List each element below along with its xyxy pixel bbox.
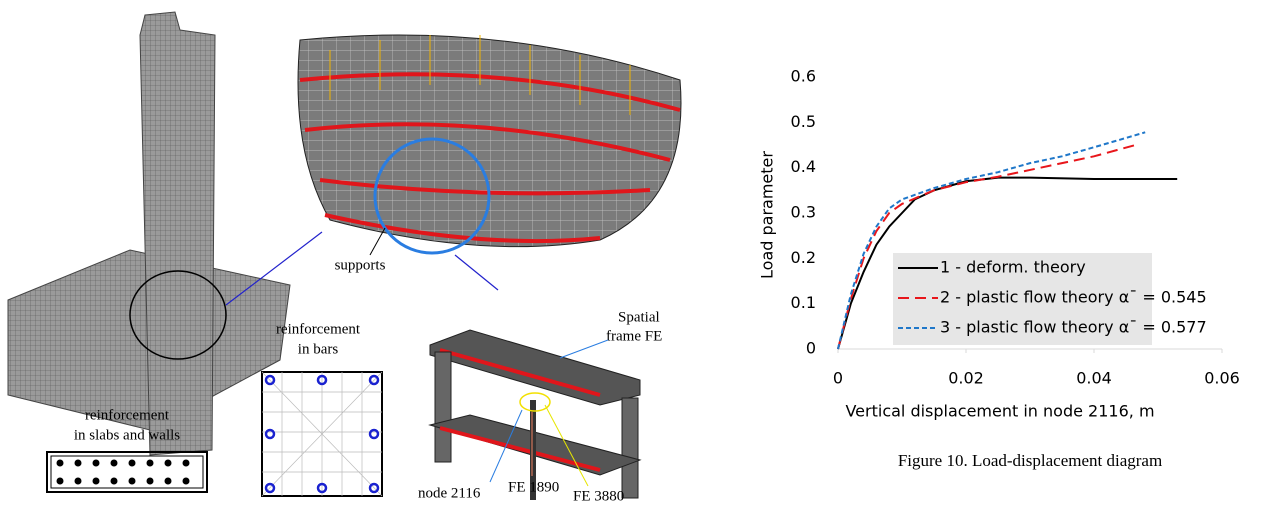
y-tick-label: 0.3 [791, 203, 816, 222]
building-model [298, 35, 681, 253]
fe-label: FE 3880 [573, 488, 624, 504]
fe-label: FE 1890 [508, 479, 559, 495]
legend-label: 1 - deform. theory [940, 258, 1086, 277]
legend-label: 3 - plastic flow theory α¯ = 0.577 [940, 318, 1207, 337]
y-tick-label: 0.6 [791, 67, 816, 86]
figure: supports Spatial frame FE node 2116 FE 1… [0, 0, 1277, 506]
x-tick-label: 0.06 [1204, 369, 1240, 388]
bars-label: in bars [298, 341, 339, 357]
page: supports Spatial frame FE node 2116 FE 1… [0, 0, 1277, 506]
supports-label: supports [335, 257, 386, 273]
y-tick-label: 0.5 [791, 112, 816, 131]
frame-label: frame FE [606, 328, 662, 344]
x-axis-label: Vertical displacement in node 2116, m [845, 402, 1154, 421]
legend-label: 2 - plastic flow theory α¯ = 0.545 [940, 288, 1207, 307]
y-tick-label: 0 [806, 339, 816, 358]
x-tick-label: 0 [833, 369, 843, 388]
arrow [370, 228, 385, 255]
arrow [455, 255, 498, 290]
y-tick-label: 0.2 [791, 248, 816, 267]
caption: Figure 10. Load-displacement diagram [898, 451, 1162, 470]
slab-section [47, 452, 207, 492]
y-tick-label: 0.4 [791, 157, 816, 176]
frame-model [430, 330, 640, 500]
node-label: node 2116 [418, 485, 481, 501]
frame-label: Spatial [618, 309, 660, 325]
bar-section [262, 372, 382, 496]
tower-model [8, 12, 290, 455]
bars-label: reinforcement [276, 321, 361, 337]
x-tick-label: 0.04 [1076, 369, 1112, 388]
arrow [560, 340, 608, 358]
slab-label: in slabs and walls [74, 427, 180, 443]
y-tick-label: 0.1 [791, 293, 816, 312]
slab-label: reinforcement [85, 407, 170, 423]
x-tick-label: 0.02 [948, 369, 984, 388]
y-axis-label: Load parameter [758, 151, 777, 279]
